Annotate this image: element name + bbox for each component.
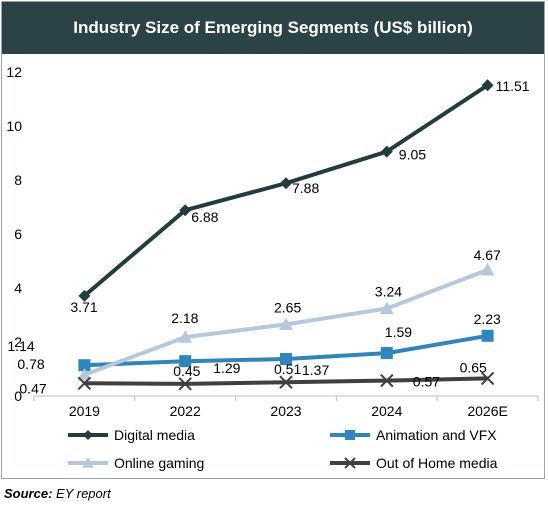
data-label-animation-and-vfx: 2.23 (474, 311, 501, 327)
x-tick-label: 2026E (467, 403, 507, 419)
data-label-digital-media: 7.88 (292, 180, 319, 196)
legend-marker-digital-media (83, 430, 93, 440)
data-point-digital-media (179, 204, 192, 217)
chart-title-bar: Industry Size of Emerging Segments (US$ … (2, 2, 544, 54)
data-label-digital-media: 11.51 (496, 78, 530, 94)
data-label-online-gaming: 3.24 (375, 284, 402, 300)
chart-title: Industry Size of Emerging Segments (US$ … (73, 18, 473, 37)
data-label-digital-media: 3.71 (70, 299, 97, 315)
source-label: Source: (4, 486, 53, 501)
data-point-animation-and-vfx (179, 355, 192, 368)
data-label-out-of-home-media: 0.51 (274, 361, 301, 377)
series-line-digital-media (83, 83, 489, 298)
data-label-animation-and-vfx: 1.59 (385, 324, 412, 340)
data-label-online-gaming: 2.18 (171, 310, 198, 326)
x-tick-label: 2023 (270, 403, 301, 419)
data-point-animation-and-vfx (280, 353, 292, 366)
data-point-online-gaming (178, 330, 193, 343)
data-label-online-gaming: 4.67 (474, 247, 501, 263)
data-point-online-gaming (379, 301, 394, 315)
data-point-animation-and-vfx (481, 329, 494, 342)
legend-marker-out-of-home-media (344, 457, 356, 469)
data-label-out-of-home-media: 0.65 (460, 359, 487, 375)
data-point-out-of-home-media (178, 377, 192, 391)
y-tick-label: 12 (6, 64, 22, 80)
data-point-digital-media (280, 177, 292, 190)
line-chart: 0 2 4 6 8 10 12 2019 2022 2023 2024 2026E 3.71 6.88 7.… (6, 64, 539, 471)
y-tick-label: 2 (14, 334, 22, 350)
data-label-out-of-home-media: 0.57 (413, 374, 440, 390)
data-point-digital-media (78, 289, 91, 302)
data-label-animation-and-vfx: 1.29 (213, 360, 240, 376)
data-label-out-of-home-media: 0.45 (173, 363, 200, 379)
x-tick-label: 2024 (371, 403, 402, 419)
data-point-animation-and-vfx (380, 347, 393, 360)
source-note: Source: EY report (4, 486, 111, 501)
data-label-online-gaming: 0.78 (17, 356, 44, 372)
legend-label-out-of-home-media: Out of Home media (376, 455, 498, 471)
x-tick-label: 2019 (69, 403, 100, 419)
y-tick-label: 8 (14, 172, 22, 188)
data-label-digital-media: 6.88 (191, 209, 218, 225)
data-point-out-of-home-media (77, 376, 92, 391)
legend-marker-online-gaming (82, 457, 94, 468)
legend-label-animation-and-vfx: Animation and VFX (376, 427, 497, 443)
data-point-online-gaming (480, 262, 495, 276)
data-point-out-of-home-media (480, 371, 495, 386)
source-text: EY report (56, 486, 111, 501)
x-tick-label: 2022 (170, 403, 201, 419)
y-tick-label: 6 (14, 226, 22, 242)
data-label-animation-and-vfx: 1.14 (7, 338, 34, 354)
data-point-online-gaming (77, 367, 92, 381)
data-point-animation-and-vfx (78, 359, 91, 372)
data-label-digital-media: 9.05 (399, 147, 426, 163)
legend-marker-animation-and-vfx (345, 430, 355, 440)
data-point-out-of-home-media (279, 375, 293, 389)
data-label-online-gaming: 2.65 (274, 299, 301, 315)
data-point-digital-media (380, 145, 393, 158)
data-point-out-of-home-media (380, 373, 394, 388)
legend-label-digital-media: Digital media (114, 427, 195, 443)
chart-frame: Industry Size of Emerging Segments (US$ … (1, 1, 545, 479)
y-tick-label: 0 (14, 388, 22, 404)
data-point-digital-media (481, 79, 494, 92)
y-tick-label: 4 (14, 280, 22, 296)
legend-label-online-gaming: Online gaming (114, 455, 204, 471)
y-tick-label: 10 (6, 118, 22, 134)
data-label-out-of-home-media: 0.47 (19, 380, 46, 396)
data-label-animation-and-vfx: 1.37 (302, 362, 329, 378)
data-point-online-gaming (279, 317, 293, 331)
